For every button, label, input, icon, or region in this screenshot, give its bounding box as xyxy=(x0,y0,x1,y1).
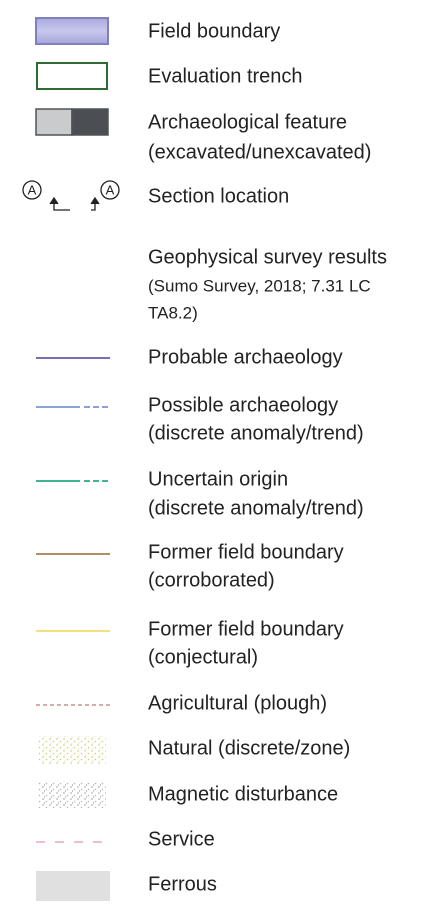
label: Former field boundary xyxy=(148,541,344,563)
ferrous-symbol xyxy=(36,871,110,901)
field-boundary-symbol xyxy=(35,17,109,45)
note: (Sumo Survey, 2018; 7.31 LC xyxy=(148,276,371,295)
label: Ferrous xyxy=(148,873,217,895)
label: Geophysical survey results xyxy=(148,246,387,268)
feature-excavated-symbol xyxy=(35,108,73,136)
label: Service xyxy=(148,828,215,850)
natural-symbol xyxy=(38,736,106,764)
section-letter: A xyxy=(28,182,37,197)
trench-symbol xyxy=(36,62,108,90)
label: (conjectural) xyxy=(148,646,258,668)
label: (discrete anomaly/trend) xyxy=(148,497,364,519)
section-symbol xyxy=(22,180,120,211)
label: Former field boundary xyxy=(148,618,344,640)
magnetic-symbol xyxy=(38,782,106,808)
note: TA8.2) xyxy=(148,303,198,322)
feature-unexcavated-symbol xyxy=(71,108,109,136)
label: (excavated/unexcavated) xyxy=(148,141,371,163)
label: Magnetic disturbance xyxy=(148,783,338,805)
label: Probable archaeology xyxy=(148,346,343,368)
label: (discrete anomaly/trend) xyxy=(148,422,364,444)
label: Archaeological feature xyxy=(148,111,347,133)
label: Possible archaeology xyxy=(148,394,338,416)
label: Evaluation trench xyxy=(148,65,303,87)
label: Natural (discrete/zone) xyxy=(148,737,350,759)
label: Agricultural (plough) xyxy=(148,692,327,714)
label: Section location xyxy=(148,185,289,207)
label: Field boundary xyxy=(148,20,280,42)
label: (corroborated) xyxy=(148,569,275,591)
section-letter: A xyxy=(106,182,115,197)
label: Uncertain origin xyxy=(148,468,288,490)
